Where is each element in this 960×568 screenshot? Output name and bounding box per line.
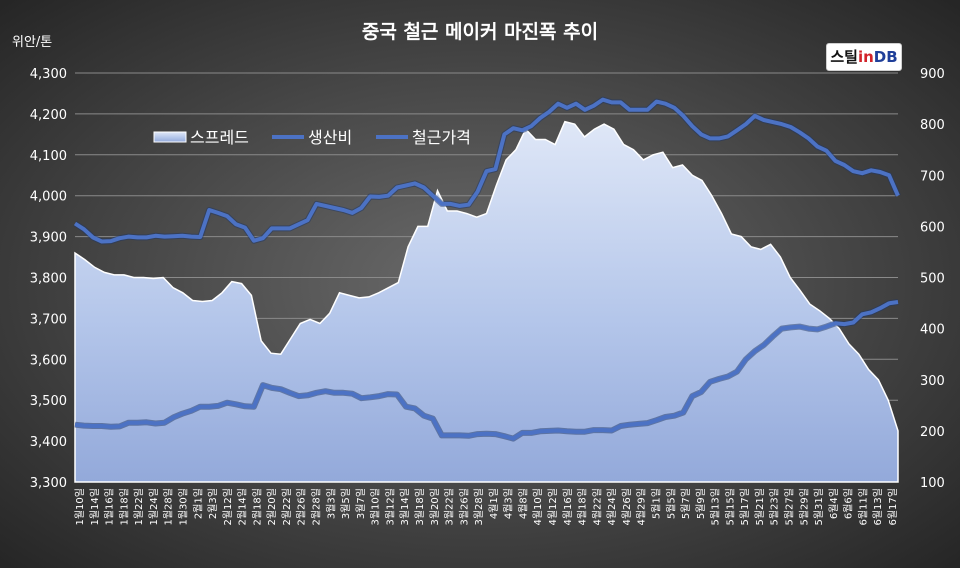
left-tick-label: 4,300 <box>30 67 67 82</box>
x-tick-label: 6월4일 <box>828 488 840 519</box>
legend-label: 철근가격 <box>412 128 471 147</box>
left-tick-label: 3,900 <box>30 231 67 246</box>
x-tick-label: 2월22일 <box>281 488 293 526</box>
x-tick-label: 4월3일 <box>503 488 515 519</box>
x-tick-label: 5월15일 <box>724 488 736 526</box>
chart-title: 중국 철근 메이커 마진폭 추이 <box>362 21 598 43</box>
x-tick-label: 3월22일 <box>444 488 456 526</box>
x-tick-label: 2월18일 <box>251 488 263 526</box>
x-tick-label: 4월29일 <box>636 488 648 526</box>
left-tick-label: 3,300 <box>30 476 67 491</box>
x-tick-label: 5월13일 <box>710 488 722 526</box>
x-tick-label: 4월12일 <box>547 488 559 526</box>
axis-labels: 3,300 3,400 3,500 3,600 3,700 3,800 3,900 4,000… <box>30 67 945 526</box>
right-tick-label: 900 <box>920 67 945 82</box>
left-tick-label: 4,200 <box>30 108 67 123</box>
steelindb-logo: 스틸inDB <box>826 43 902 71</box>
x-tick-label: 3월28일 <box>473 488 485 526</box>
x-tick-label: 2월3일 <box>207 488 219 519</box>
x-tick-label: 5월7일 <box>680 488 692 519</box>
right-tick-label: 700 <box>920 169 945 184</box>
x-tick-label: 3월5일 <box>340 488 352 519</box>
x-tick-label: 4월10일 <box>532 488 544 526</box>
series-line-생산비 <box>74 300 899 441</box>
x-tick-label: 3월10일 <box>370 488 382 526</box>
x-tick-label: 3월12일 <box>384 488 396 526</box>
line-layer <box>73 96 901 442</box>
x-tick-label: 6월11일 <box>857 488 869 526</box>
legend-label: 스프레드 <box>190 128 249 147</box>
left-tick-label: 3,800 <box>30 272 67 287</box>
x-tick-label: 1월14일 <box>89 488 101 526</box>
left-tick-label: 3,600 <box>30 353 67 368</box>
x-tick-label: 6월6일 <box>843 488 855 519</box>
right-tick-label: 100 <box>920 476 945 491</box>
x-tick-label: 1월18일 <box>118 488 130 526</box>
x-tick-label: 2월26일 <box>296 488 308 526</box>
right-tick-label: 200 <box>920 425 945 440</box>
x-tick-label: 2월14일 <box>237 488 249 526</box>
left-axis-unit: 위안/톤 <box>12 35 52 50</box>
x-tick-label: 3월7일 <box>355 488 367 519</box>
right-tick-label: 300 <box>920 374 945 389</box>
x-tick-label: 2월28일 <box>311 488 323 526</box>
series-line-철근가격 <box>73 97 900 244</box>
right-tick-label: 600 <box>920 220 945 235</box>
x-tick-label: 1월22일 <box>133 488 145 526</box>
left-tick-label: 3,500 <box>30 394 67 409</box>
x-tick-label: 2월12일 <box>222 488 234 526</box>
x-tick-label: 5월23일 <box>769 488 781 526</box>
x-tick-label: 5월5일 <box>665 488 677 519</box>
x-tick-label: 5월21일 <box>754 488 766 526</box>
x-tick-label: 4월22일 <box>591 488 603 526</box>
right-tick-label: 500 <box>920 272 945 287</box>
x-tick-label: 4월16일 <box>562 488 574 526</box>
legend: 스프레드 생산비 철근가격 <box>153 128 471 147</box>
x-tick-label: 1월16일 <box>104 488 116 526</box>
left-tick-label: 3,700 <box>30 312 67 327</box>
x-tick-label: 5월29일 <box>798 488 810 526</box>
x-tick-label: 3월14일 <box>399 488 411 526</box>
x-tick-label: 5월17일 <box>739 488 751 526</box>
legend-label: 생산비 <box>308 128 352 147</box>
x-tick-label: 4월24일 <box>606 488 618 526</box>
x-tick-label: 5월1일 <box>650 488 662 519</box>
x-tick-label: 1월24일 <box>148 488 160 526</box>
x-tick-label: 4월1일 <box>488 488 500 519</box>
x-tick-label: 5월9일 <box>695 488 707 519</box>
left-tick-label: 3,400 <box>30 435 67 450</box>
x-tick-label: 6월13일 <box>872 488 884 526</box>
x-tick-label: 2월1일 <box>192 488 204 519</box>
right-tick-label: 800 <box>920 118 945 133</box>
x-tick-label: 4월26일 <box>621 488 633 526</box>
x-tick-label: 1월10일 <box>74 488 86 526</box>
x-tick-label: 5월27일 <box>784 488 796 526</box>
left-tick-label: 4,000 <box>30 190 67 205</box>
legend-swatch-area <box>153 131 187 143</box>
left-tick-label: 4,100 <box>30 149 67 164</box>
x-tick-label: 1월30일 <box>177 488 189 526</box>
right-tick-label: 400 <box>920 323 945 338</box>
x-tick-label: 3월18일 <box>414 488 426 526</box>
x-tick-label: 5월31일 <box>813 488 825 526</box>
x-tick-label: 3월20일 <box>429 488 441 526</box>
x-tick-label: 3월26일 <box>458 488 470 526</box>
x-tick-label: 1월28일 <box>163 488 175 526</box>
x-tick-label: 3월3일 <box>325 488 337 519</box>
x-tick-label: 6월17일 <box>887 488 899 526</box>
x-tick-label: 2월20일 <box>266 488 278 526</box>
x-tick-label: 4월8일 <box>517 488 529 519</box>
x-tick-label: 4월18일 <box>577 488 589 526</box>
